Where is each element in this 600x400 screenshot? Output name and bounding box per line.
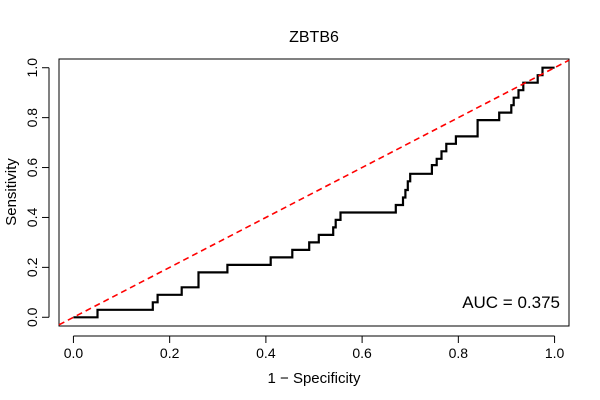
x-tick-label: 1.0 xyxy=(545,345,565,361)
plot-frame xyxy=(58,58,570,327)
x-tick-label: 0.2 xyxy=(160,345,180,361)
y-tick-label: 0.6 xyxy=(24,158,40,178)
y-tick-label: 0.4 xyxy=(24,208,40,228)
reference-diagonal-line xyxy=(58,59,570,326)
x-tick-label: 0.8 xyxy=(449,345,469,361)
roc-curve-line xyxy=(73,66,555,319)
x-axis-title: 1 − Specificity xyxy=(268,370,361,387)
y-tick-label: 0.8 xyxy=(24,108,40,128)
plot-layer: 0.0 0.2 0.4 0.6 0.8 1.0 0.0 0.2 0.4 0.6 0.8 1.0 xyxy=(24,58,570,361)
y-tick-label: 0.2 xyxy=(24,257,40,277)
chart-title: ZBTB6 xyxy=(289,29,339,46)
y-axis-title: Sensitivity xyxy=(3,158,20,226)
y-tick-label: 0.0 xyxy=(24,307,40,327)
x-tick-label: 0.0 xyxy=(64,345,84,361)
auc-annotation: AUC = 0.375 xyxy=(462,293,560,312)
x-tick-label: 0.6 xyxy=(352,345,372,361)
y-tick-label: 1.0 xyxy=(24,58,40,78)
x-tick-label: 0.4 xyxy=(256,345,276,361)
